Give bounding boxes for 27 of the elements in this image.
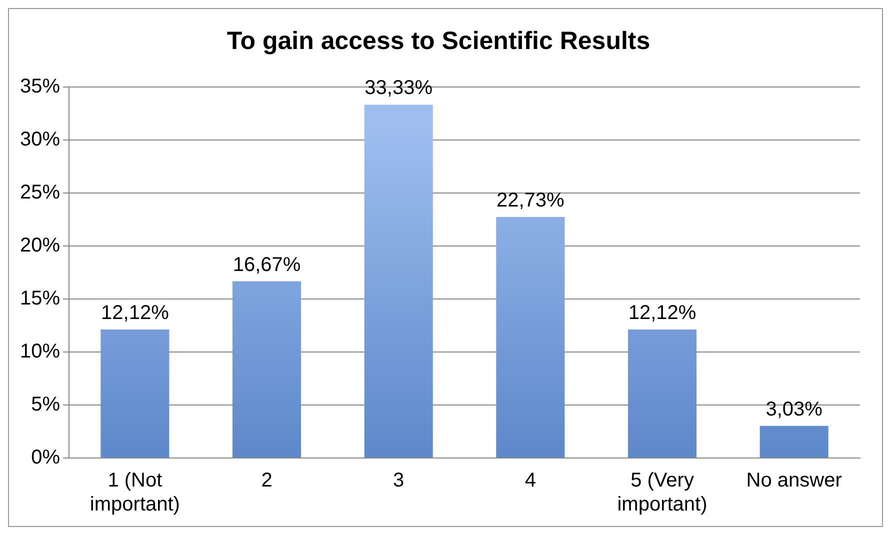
data-label: 3,03% [766, 398, 823, 420]
y-tick-label: 35% [20, 76, 60, 98]
bar [364, 104, 433, 458]
y-tick-label: 10% [20, 340, 60, 363]
x-tick-label: No answer [746, 470, 842, 492]
y-tick-label: 25% [20, 182, 60, 204]
data-label: 16,67% [232, 254, 301, 276]
data-label: 33,33% [364, 77, 433, 100]
x-tick-label: 2 [261, 470, 272, 492]
y-tick-label: 5% [31, 394, 60, 416]
bar [232, 281, 302, 458]
chart-title: To gain access to Scientific Results [226, 26, 650, 55]
data-label: 12,12% [101, 302, 170, 324]
x-tick-label: 5 (Very important) [617, 470, 708, 516]
bar [760, 426, 828, 458]
y-tick-label: 15% [20, 288, 60, 310]
bar [100, 330, 170, 458]
y-tick-label: 20% [20, 234, 60, 257]
x-tick-label: 3 [393, 470, 404, 492]
x-tick-label: 1 (Not important) [90, 470, 180, 516]
x-tick-label: 4 [524, 470, 536, 492]
bar [628, 330, 697, 458]
data-label: 22,73% [496, 190, 565, 212]
y-tick-label: 30% [20, 128, 60, 151]
y-tick-label: 0% [31, 446, 60, 469]
bar [496, 217, 565, 458]
data-label: 12,12% [628, 302, 696, 324]
